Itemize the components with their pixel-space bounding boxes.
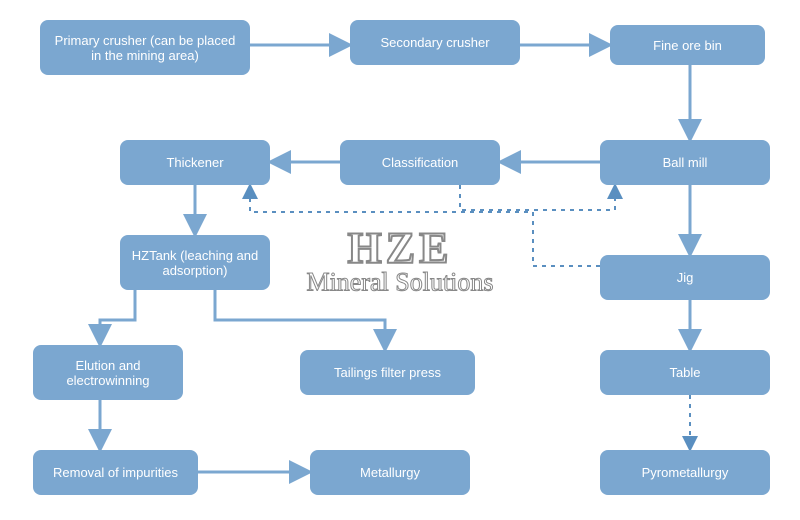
edge-classification-to-ball_mill [460, 185, 615, 210]
node-fine-ore-bin: Fine ore bin [610, 25, 765, 65]
node-label: Fine ore bin [653, 38, 722, 53]
edge-hztank-to-tailings [215, 290, 385, 350]
node-table: Table [600, 350, 770, 395]
node-label: Table [669, 365, 700, 380]
node-label: Secondary crusher [380, 35, 489, 50]
edge-hztank-to-elution [100, 290, 135, 345]
node-pyrometallurgy: Pyrometallurgy [600, 450, 770, 495]
node-jig: Jig [600, 255, 770, 300]
node-primary-crusher: Primary crusher (can be placed in the mi… [40, 20, 250, 75]
watermark-bottom: Mineral Solutions [306, 268, 493, 298]
node-metallurgy: Metallurgy [310, 450, 470, 495]
node-label: Jig [677, 270, 694, 285]
node-label: Metallurgy [360, 465, 420, 480]
node-label: Ball mill [663, 155, 708, 170]
watermark-top: HZE [306, 223, 493, 274]
node-ball-mill: Ball mill [600, 140, 770, 185]
node-label: Tailings filter press [334, 365, 441, 380]
node-label: Pyrometallurgy [642, 465, 729, 480]
node-label: Primary crusher (can be placed in the mi… [48, 33, 242, 63]
node-label: Thickener [166, 155, 223, 170]
node-classification: Classification [340, 140, 500, 185]
node-thickener: Thickener [120, 140, 270, 185]
node-secondary-crusher: Secondary crusher [350, 20, 520, 65]
node-hztank: HZTank (leaching and adsorption) [120, 235, 270, 290]
node-elution: Elution and electrowinning [33, 345, 183, 400]
watermark: HZE Mineral Solutions [306, 223, 493, 298]
node-label: Elution and electrowinning [41, 358, 175, 388]
node-label: Classification [382, 155, 459, 170]
edge-jig-to-thickener [250, 185, 600, 266]
node-label: Removal of impurities [53, 465, 178, 480]
node-tailings: Tailings filter press [300, 350, 475, 395]
node-removal: Removal of impurities [33, 450, 198, 495]
node-label: HZTank (leaching and adsorption) [128, 248, 262, 278]
